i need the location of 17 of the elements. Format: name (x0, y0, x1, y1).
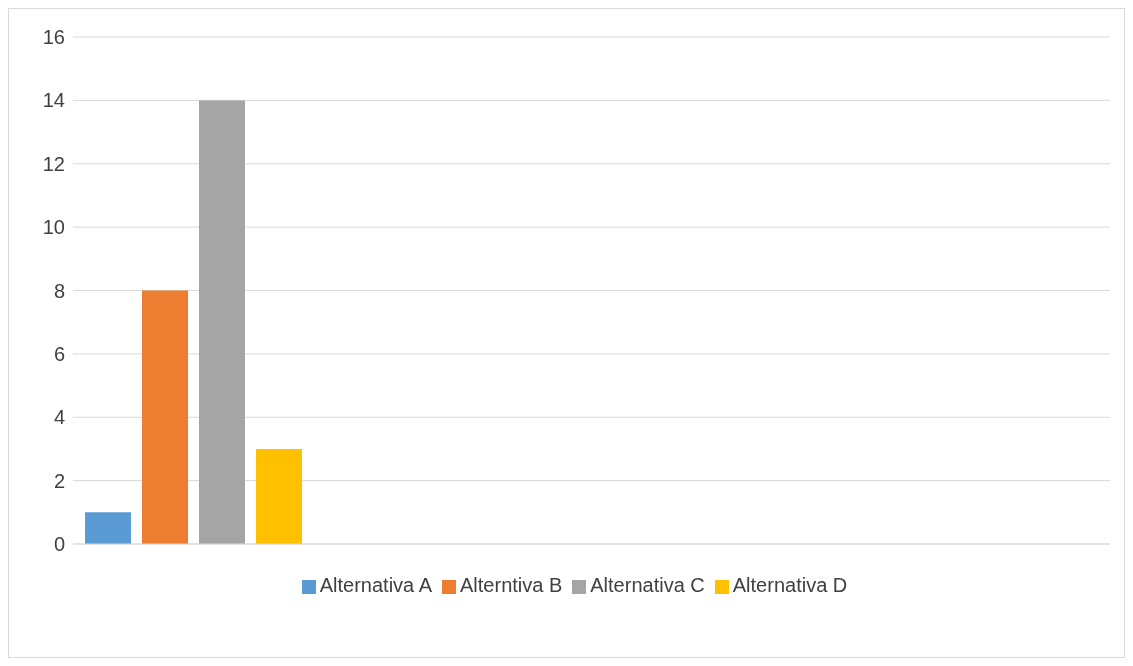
y-tick-label: 8 (53, 279, 65, 302)
y-tick-label: 0 (53, 533, 65, 556)
y-tick-label: 4 (53, 406, 65, 429)
legend-label: Alternativa A (319, 574, 433, 596)
legend-label: Alternativa C (590, 574, 705, 596)
y-tick-label: 10 (42, 216, 65, 239)
bar (199, 100, 245, 544)
y-tick-label: 16 (42, 26, 65, 49)
y-tick-label: 14 (42, 89, 65, 112)
y-tick-label: 6 (53, 342, 65, 365)
bar (85, 512, 131, 544)
y-tick-label: 12 (42, 152, 65, 175)
bar (256, 448, 302, 544)
bar (142, 290, 188, 544)
y-tick-label: 2 (53, 469, 65, 492)
legend-label: Alterntiva B (460, 574, 563, 596)
legend-label: Alternativa D (732, 574, 848, 596)
